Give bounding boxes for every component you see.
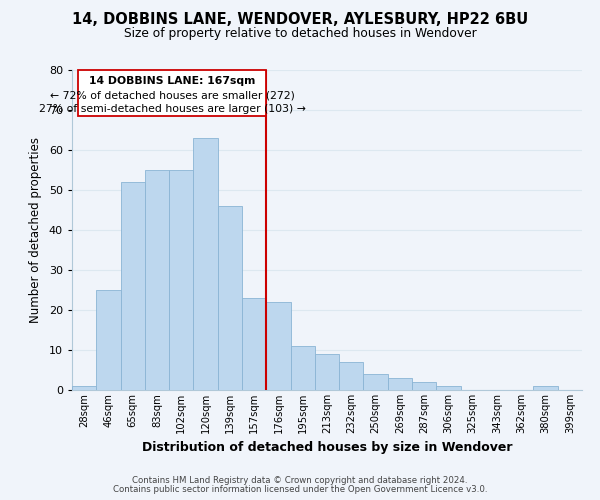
- Bar: [242, 298, 266, 390]
- Text: Contains public sector information licensed under the Open Government Licence v3: Contains public sector information licen…: [113, 485, 487, 494]
- Bar: [218, 206, 242, 390]
- Text: ← 72% of detached houses are smaller (272): ← 72% of detached houses are smaller (27…: [50, 90, 295, 100]
- Bar: [412, 382, 436, 390]
- Text: Size of property relative to detached houses in Wendover: Size of property relative to detached ho…: [124, 28, 476, 40]
- Text: 27% of semi-detached houses are larger (103) →: 27% of semi-detached houses are larger (…: [39, 104, 305, 114]
- Bar: [193, 138, 218, 390]
- Bar: [436, 386, 461, 390]
- Bar: [315, 354, 339, 390]
- Text: Contains HM Land Registry data © Crown copyright and database right 2024.: Contains HM Land Registry data © Crown c…: [132, 476, 468, 485]
- Bar: [145, 170, 169, 390]
- Y-axis label: Number of detached properties: Number of detached properties: [29, 137, 42, 323]
- Bar: [266, 302, 290, 390]
- Bar: [364, 374, 388, 390]
- FancyBboxPatch shape: [78, 70, 266, 116]
- Bar: [121, 182, 145, 390]
- Text: 14, DOBBINS LANE, WENDOVER, AYLESBURY, HP22 6BU: 14, DOBBINS LANE, WENDOVER, AYLESBURY, H…: [72, 12, 528, 28]
- Bar: [339, 362, 364, 390]
- Bar: [72, 386, 96, 390]
- Bar: [388, 378, 412, 390]
- Bar: [169, 170, 193, 390]
- X-axis label: Distribution of detached houses by size in Wendover: Distribution of detached houses by size …: [142, 442, 512, 454]
- Bar: [533, 386, 558, 390]
- Text: 14 DOBBINS LANE: 167sqm: 14 DOBBINS LANE: 167sqm: [89, 76, 256, 86]
- Bar: [96, 290, 121, 390]
- Bar: [290, 346, 315, 390]
